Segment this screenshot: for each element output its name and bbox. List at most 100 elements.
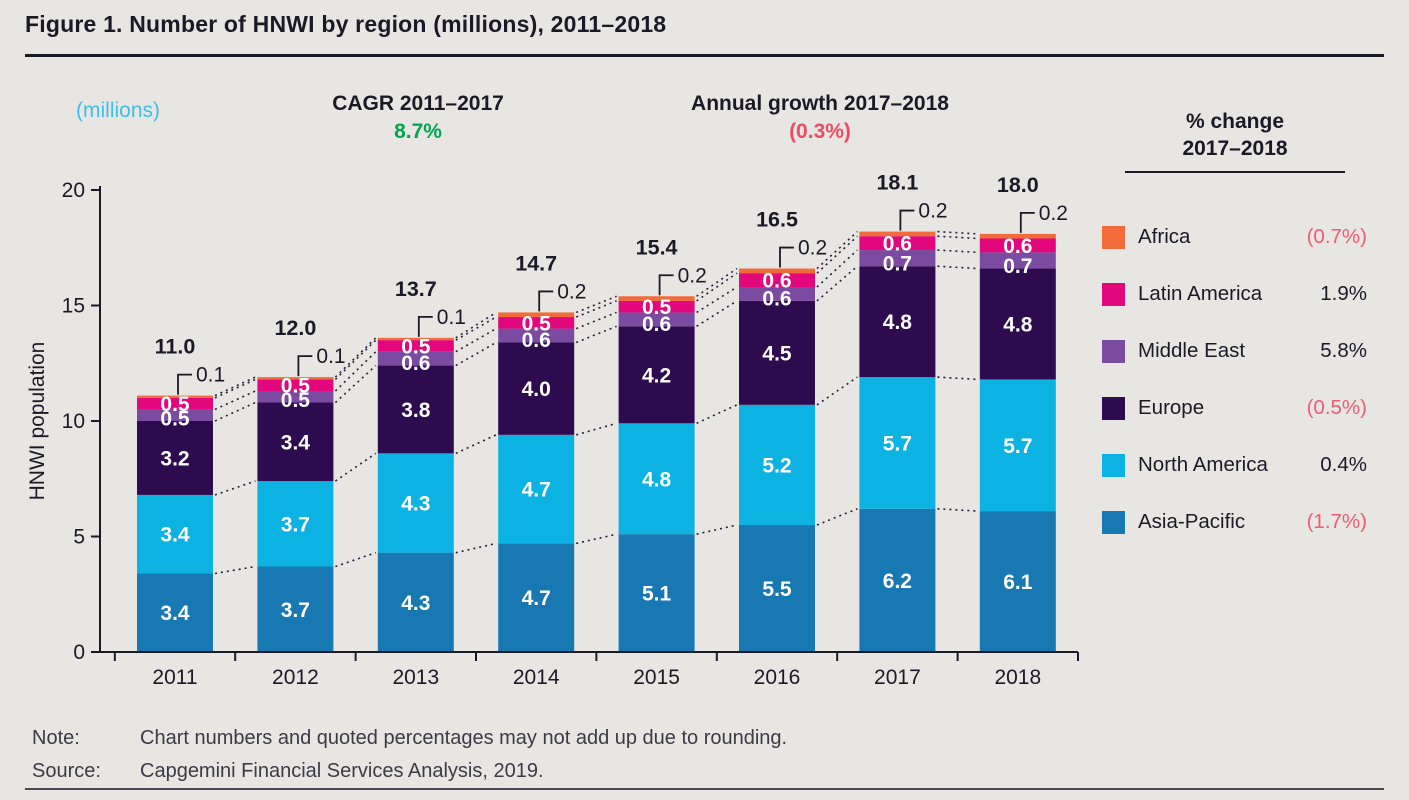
bar-segment-2014-europe [498,342,575,435]
bar-segment-2012-asia-pacific [257,566,334,652]
callout-label-africa: 0.1 [316,345,345,368]
bar-segment-2016-middle-east [739,287,815,301]
legend-label: Latin America [1138,282,1263,305]
bar-segment-2015-europe [618,326,695,424]
x-tick-label: 2018 [994,666,1041,689]
segment-label: 0.6 [1003,235,1032,258]
dotted-connector [335,551,377,568]
callout-label-africa: 0.2 [557,280,586,303]
segment-label: 5.1 [642,583,672,606]
bar-segment-2018-latin-america [979,238,1056,253]
total-label: 18.0 [997,173,1039,197]
note-label: Note: [32,727,80,749]
x-tick-label: 2016 [754,666,801,689]
dotted-connector [214,480,256,496]
segment-label: 0.7 [883,253,912,276]
annual-growth-label: Annual growth 2017–2018 [691,92,949,115]
segment-label: 4.8 [883,311,913,334]
dotted-connector [575,311,617,330]
legend-value: 1.9% [1320,282,1367,305]
segment-label: 4.8 [1003,313,1033,336]
segment-label: 4.5 [762,342,792,365]
bar-segment-2013-latin-america [377,340,454,352]
segment-label: 4.3 [401,592,430,615]
bar-segment-2018-africa [979,233,1056,239]
bar-segment-2012-latin-america [257,379,334,391]
segment-label: 5.7 [1003,435,1032,458]
dotted-connector [816,508,858,526]
dotted-connector [455,327,497,353]
callout-line [779,246,794,268]
units-label: (millions) [76,99,160,122]
dotted-connector [937,235,978,240]
segment-label: 4.7 [522,479,551,502]
dotted-connector [214,376,256,397]
dotted-connector [575,295,617,314]
callout-line [899,209,915,231]
y-tick-label: 10 [62,410,85,433]
dotted-connector [334,364,377,404]
segment-label: 0.6 [522,329,551,352]
legend-item-latin-america: Latin America 1.9% [1102,280,1367,308]
callout-label-africa: 0.2 [678,264,707,287]
bar-segment-2017-europe [859,266,936,378]
legend-value: (0.5%) [1306,396,1367,419]
legend-item-asia-pacific: Asia-Pacific (1.7%) [1102,508,1367,536]
note-row: Note: Chart numbers and quoted percentag… [32,727,787,750]
y-tick-label: 0 [73,641,85,664]
title-rule [25,54,1384,57]
legend-item-europe: Europe (0.5%) [1102,394,1367,422]
bar-segment-2013-europe [377,365,454,454]
legend-title: % change 2017–2018 [1125,108,1345,162]
dotted-connector [576,533,617,545]
bar-segment-2014-middle-east [498,328,575,343]
callout-line [538,290,554,312]
y-tick-label: 5 [73,526,85,549]
bar-segment-2012-europe [257,402,334,482]
bar-segment-2015-africa [618,296,695,301]
x-tick-label: 2011 [152,666,197,689]
segment-label: 5.7 [883,432,912,455]
segment-label: 0.5 [401,335,431,358]
segment-label: 4.8 [642,468,672,491]
bar-segment-2016-europe [739,300,815,405]
dotted-connector [214,565,256,575]
segment-label: 0.5 [160,408,190,431]
segment-label: 3.2 [160,447,189,470]
segment-label: 3.8 [401,399,431,422]
segment-label: 0.5 [522,312,552,335]
bar-segment-2014-africa [498,312,575,318]
callout-line [1019,211,1035,233]
legend-swatch [1102,396,1125,420]
bar-segment-2014-asia-pacific [498,543,575,652]
legend-swatch [1102,282,1125,306]
bar-segment-2015-asia-pacific [618,534,695,652]
segment-label: 4.0 [522,378,551,401]
dotted-connector [816,376,858,406]
dotted-connector [575,300,617,318]
legend-label: Middle East [1138,339,1246,362]
callout-line [658,274,674,296]
legend-label: North America [1138,453,1268,476]
dotted-connector [937,230,978,235]
x-tick-label: 2012 [272,666,319,689]
x-tick-label: 2014 [513,666,560,689]
legend-item-middle-east: Middle East 5.8% [1102,337,1367,365]
legend-label: Asia-Pacific [1138,510,1246,533]
cagr-value: 8.7% [394,120,442,143]
bar-segment-2016-asia-pacific [739,524,815,652]
dotted-connector [214,378,256,399]
total-label: 11.0 [155,335,196,359]
bar-segment-2014-north-america [498,434,575,544]
callout-label-africa: 0.2 [918,200,947,223]
source-label: Source: [32,760,101,782]
bar-segment-2017-asia-pacific [859,508,936,652]
legend-value: 0.4% [1320,453,1367,476]
bar-segment-2013-africa [377,337,454,341]
bar-segment-2018-europe [979,268,1056,380]
bar-segment-2011-north-america [137,494,213,574]
bar-segment-2017-middle-east [859,250,936,267]
segment-label: 3.4 [160,602,190,625]
segment-label: 5.2 [762,454,791,477]
segment-label: 0.5 [642,296,672,319]
